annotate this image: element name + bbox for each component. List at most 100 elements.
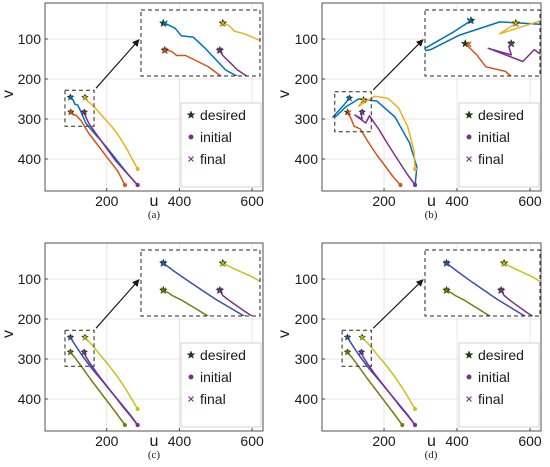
- legend-box: [180, 342, 262, 428]
- legend-initial-symbol: [466, 374, 472, 380]
- inset-content: [158, 18, 260, 76]
- zoom-inset: [424, 249, 541, 317]
- zoom-arrow: [95, 39, 140, 89]
- trajectory-line-1: [70, 111, 126, 186]
- inset-final-marker: [443, 260, 450, 267]
- legend: desired initial final: [458, 342, 540, 428]
- y-tick-label: 400: [18, 391, 42, 407]
- final-marker: [359, 109, 365, 115]
- y-tick-label: 300: [18, 111, 42, 127]
- zoom-region-box: [341, 329, 372, 367]
- inset-trajectory-3: [219, 289, 254, 316]
- y-tick-label: 100: [295, 31, 319, 47]
- final-marker: [82, 334, 88, 340]
- initial-marker: [135, 183, 140, 187]
- inset-final-marker: [501, 260, 507, 267]
- legend-label-initial: initial: [200, 369, 232, 385]
- y-tick-label: 300: [18, 351, 42, 367]
- inset-final-marker: [216, 47, 223, 54]
- y-tick-label: 400: [295, 151, 319, 167]
- x-tick-label: 400: [168, 193, 192, 209]
- panel-caption: (b): [425, 209, 438, 221]
- y-axis-label: v: [276, 90, 293, 98]
- inset-final-marker: [160, 260, 167, 267]
- final-marker: [345, 349, 350, 355]
- trajectory-line-4: [361, 336, 416, 410]
- final-marker: [68, 349, 73, 355]
- inset-trajectory-3: [487, 43, 540, 63]
- inset-frame: [140, 9, 261, 77]
- plot-area-frame: [44, 242, 264, 432]
- x-tick-label: 200: [95, 433, 119, 449]
- zoom-arrow: [372, 279, 424, 329]
- legend-label-desired: desired: [200, 107, 246, 123]
- inset-final-marker: [512, 20, 519, 27]
- trajectory-line-4: [357, 95, 416, 170]
- x-axis-label: u: [427, 193, 436, 210]
- legend-desired-symbol: [186, 110, 196, 119]
- x-axis-label: u: [150, 193, 159, 210]
- zoom-region-box: [64, 89, 95, 127]
- x-tick-label: 200: [372, 193, 396, 209]
- final-marker: [68, 334, 73, 340]
- final-marker: [358, 349, 364, 355]
- legend: desired initial final: [180, 342, 262, 428]
- inset-trajectory-4: [499, 20, 540, 35]
- inset-desired-marker: [460, 38, 470, 48]
- plot-area-frame: [321, 242, 542, 432]
- legend-final-symbol: [466, 396, 472, 402]
- initial-marker: [122, 423, 127, 427]
- legend-box: [180, 102, 262, 188]
- legend-label-initial: initial: [478, 129, 510, 145]
- legend-label-final: final: [478, 151, 504, 167]
- x-tick-label: 600: [240, 193, 264, 209]
- y-tick-label: 300: [295, 351, 319, 367]
- x-axis-label: u: [150, 433, 159, 450]
- trajectory-line-2: [332, 97, 418, 186]
- inset-final-marker: [498, 287, 505, 294]
- y-tick-label: 400: [295, 391, 319, 407]
- zoom-region-box: [334, 91, 372, 133]
- initial-marker: [122, 183, 127, 187]
- legend-label-final: final: [200, 391, 226, 407]
- final-marker: [345, 334, 350, 340]
- trajectory-line-2: [70, 96, 139, 186]
- trajectory-line-1: [346, 111, 402, 186]
- legend-label-final: final: [478, 391, 504, 407]
- final-marker: [361, 97, 367, 103]
- zoom-arrow: [95, 279, 140, 329]
- legend-desired-symbol: [186, 350, 196, 359]
- legend-label-initial: initial: [200, 129, 232, 145]
- legend-desired-symbol: [464, 350, 474, 359]
- initial-marker: [135, 407, 140, 411]
- initial-marker: [413, 423, 418, 427]
- y-axis-label: v: [0, 330, 17, 338]
- plot-area-frame: [321, 2, 542, 192]
- final-marker: [359, 334, 365, 340]
- inset-final-marker: [465, 41, 472, 48]
- y-tick-label: 300: [295, 111, 319, 127]
- inset-background: [425, 250, 540, 316]
- trajectory-line-3: [360, 352, 416, 426]
- inset-trajectory-4: [222, 262, 260, 283]
- inset-trajectory-4: [222, 22, 260, 42]
- chart-panel-1: 200 400 600 100 200 300 400 u v desired initial fin…: [0, 2, 264, 221]
- inset-content: [158, 258, 260, 316]
- inset-content: [425, 15, 540, 76]
- y-tick-label: 100: [295, 271, 319, 287]
- final-marker: [68, 109, 74, 115]
- y-tick-label: 400: [18, 151, 42, 167]
- inset-final-marker: [160, 287, 167, 294]
- final-marker: [346, 95, 352, 101]
- legend: desired initial final: [180, 102, 262, 188]
- chart-panel-2: 200 400 600 100 200 300 400 u v desired initial fin…: [276, 2, 542, 221]
- initial-marker: [413, 167, 418, 171]
- y-tick-label: 200: [295, 71, 319, 87]
- x-tick-label: 600: [240, 433, 264, 449]
- trajectory-line-4: [84, 336, 139, 410]
- trajectory-line-3: [354, 111, 416, 186]
- initial-marker: [413, 407, 418, 411]
- zoom-inset: [424, 9, 541, 77]
- legend-box: [458, 342, 540, 428]
